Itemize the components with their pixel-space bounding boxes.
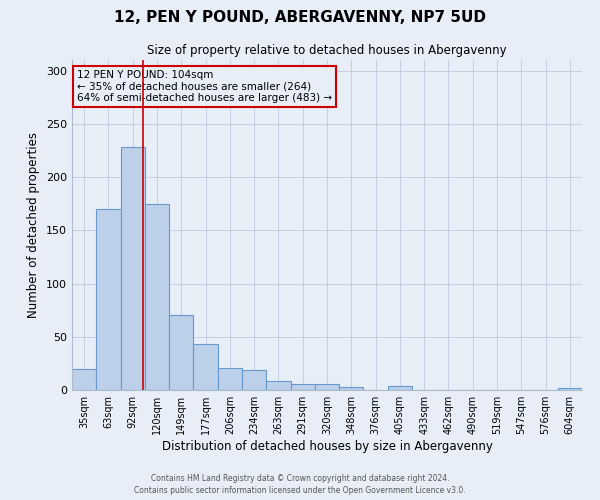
Bar (169, 316, 193, 390)
Bar (290, 384, 315, 390)
Text: Contains HM Land Registry data © Crown copyright and database right 2024.
Contai: Contains HM Land Registry data © Crown c… (134, 474, 466, 495)
Bar (388, 386, 412, 390)
Bar (121, 148, 145, 390)
Bar (315, 384, 339, 390)
Bar (218, 368, 242, 390)
X-axis label: Distribution of detached houses by size in Abergavenny: Distribution of detached houses by size … (161, 440, 493, 453)
Bar (339, 387, 364, 390)
Bar (96, 209, 121, 390)
Bar (145, 204, 169, 390)
Bar (72, 368, 96, 390)
Title: Size of property relative to detached houses in Abergavenny: Size of property relative to detached ho… (147, 44, 507, 58)
Text: 12 PEN Y POUND: 104sqm
← 35% of detached houses are smaller (264)
64% of semi-de: 12 PEN Y POUND: 104sqm ← 35% of detached… (77, 70, 332, 103)
Text: 12, PEN Y POUND, ABERGAVENNY, NP7 5UD: 12, PEN Y POUND, ABERGAVENNY, NP7 5UD (114, 10, 486, 25)
Y-axis label: Number of detached properties: Number of detached properties (28, 132, 40, 318)
Bar (558, 388, 582, 390)
Bar (193, 344, 218, 390)
Bar (242, 370, 266, 390)
Bar (266, 382, 290, 390)
